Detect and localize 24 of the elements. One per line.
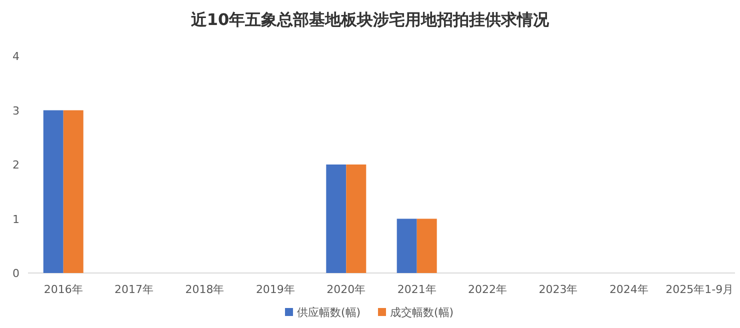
x-tick-label: 2023年: [538, 283, 578, 296]
x-tick-label: 2021年: [397, 283, 436, 296]
y-tick-label: 0: [12, 267, 20, 280]
y-tick-label: 4: [12, 50, 20, 63]
legend-label: 成交幅数(幅): [390, 306, 454, 319]
y-tick-label: 1: [12, 212, 20, 226]
bar: [416, 218, 437, 273]
legend-label: 供应幅数(幅): [297, 306, 361, 319]
bar: [63, 110, 84, 273]
chart-title: 近10年五象总部基地板块涉宅用地招拍挂供求情况: [190, 10, 550, 29]
x-tick-label: 2016年: [44, 283, 83, 296]
x-tick-label: 2017年: [114, 283, 154, 296]
x-tick-label: 2018年: [185, 283, 224, 296]
x-tick-label: 2020年: [326, 283, 366, 296]
y-tick-label: 2: [12, 158, 20, 172]
y-tick-label: 3: [12, 104, 20, 118]
x-tick-label: 2024年: [609, 283, 648, 296]
x-tick-label: 2025年1-9月: [666, 283, 734, 296]
x-tick-label: 2022年: [468, 283, 508, 296]
bar: [326, 164, 346, 273]
bar: [346, 164, 366, 273]
bar: [43, 110, 64, 273]
x-tick-label: 2019年: [256, 283, 295, 296]
bar: [396, 218, 417, 273]
